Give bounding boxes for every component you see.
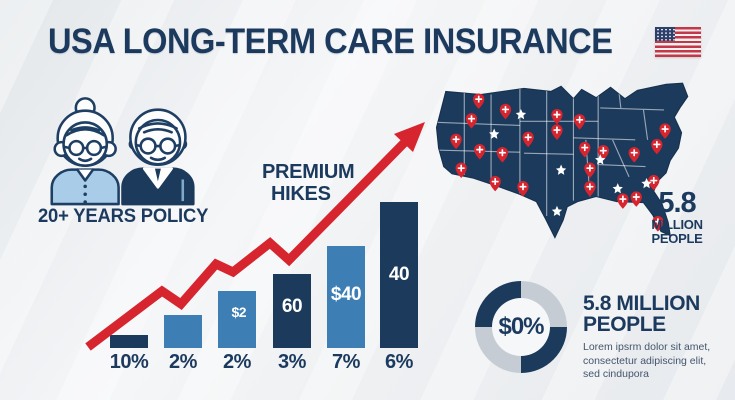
chart-title-line2: HIKES <box>271 183 331 205</box>
chart-bar: 40 <box>380 202 418 348</box>
map-stat-unit: MILLION <box>651 217 703 232</box>
bar-value-label: $40 <box>330 284 362 305</box>
state-borders <box>436 88 665 217</box>
map-stat-noun: PEOPLE <box>651 231 703 246</box>
policy-caption: 20+ YEARS POLICY <box>38 206 209 227</box>
usa-map <box>435 82 689 239</box>
bar-category-label: 2% <box>169 351 197 373</box>
chart-bar: 60 <box>273 274 311 348</box>
donut-text-block: 5.8 MILLION PEOPLE Lorem ipsrm dolor sit… <box>583 293 728 382</box>
body-text-line: sed cindupora <box>583 368 649 380</box>
bar-category-label: 10% <box>109 351 149 373</box>
body-text-line: Lorem ipsrm dolor sit amet, <box>583 341 711 353</box>
donut-center-label: $0% <box>498 313 544 340</box>
chart-title: PREMIUM HIKES <box>262 161 355 205</box>
bar-category-label: 2% <box>223 351 251 373</box>
chart-bar: $2 <box>218 291 256 348</box>
bar-category-label: 6% <box>385 351 413 373</box>
elderly-couple-icon <box>50 97 195 206</box>
us-flag-icon <box>655 27 701 57</box>
rising-arrow-icon <box>85 122 425 351</box>
map-stat: 5.8 MILLION PEOPLE <box>648 188 706 246</box>
chart-title-line1: PREMIUM <box>262 161 355 183</box>
donut-chart: $0% <box>475 281 567 373</box>
chart-bar: $40 <box>327 246 365 348</box>
elderly-man-figure <box>121 108 195 206</box>
donut-heading-line1: 5.8 MILLION <box>583 292 700 315</box>
chart-bar <box>164 315 202 348</box>
donut-hole <box>492 298 550 356</box>
bar-value-label: 40 <box>388 264 410 285</box>
chart-bar <box>110 335 148 348</box>
donut-heading-line2: PEOPLE <box>583 313 666 336</box>
flag-canton <box>655 27 675 41</box>
elderly-woman-figure <box>50 97 120 206</box>
bar-category-label: 3% <box>278 351 306 373</box>
bar-value-label: 60 <box>281 296 303 317</box>
bar-category-label: 7% <box>332 351 360 373</box>
body-text-line: consectetur adipiscing elit, <box>583 354 707 367</box>
page-title: USA LONG-TERM CARE INSURANCE <box>48 22 613 61</box>
map-stat-value: 5.8 <box>658 187 696 219</box>
